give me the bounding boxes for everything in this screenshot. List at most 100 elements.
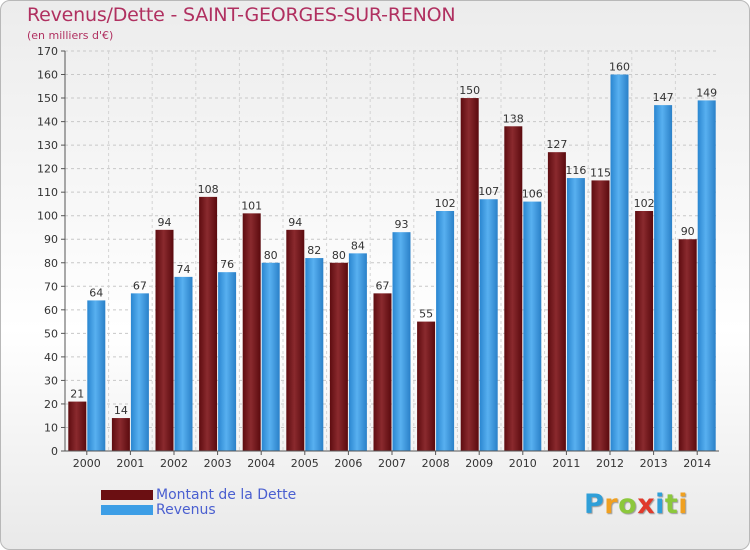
y-tick-label: 130 bbox=[37, 139, 58, 152]
y-tick-label: 40 bbox=[44, 351, 58, 364]
logo-letter: i bbox=[655, 489, 665, 520]
bar-revenus bbox=[305, 258, 324, 451]
data-labels: 21 64 14 67 94 74 108 76 101 80 94 82 80 84 67 93 55 102 1… bbox=[70, 61, 717, 418]
data-label-revenus: 84 bbox=[351, 239, 365, 252]
x-tick-label: 2012 bbox=[596, 457, 624, 470]
bar-revenus bbox=[610, 74, 629, 451]
bar-debt bbox=[286, 229, 305, 451]
bar-revenus bbox=[436, 211, 455, 451]
x-tick-label: 2005 bbox=[291, 457, 319, 470]
x-tick-label: 2011 bbox=[552, 457, 580, 470]
bar-revenus bbox=[130, 293, 149, 451]
data-label-debt: 80 bbox=[332, 249, 346, 262]
x-tick-label: 2013 bbox=[640, 457, 668, 470]
bar-debt bbox=[504, 126, 523, 451]
data-label-debt: 102 bbox=[634, 197, 655, 210]
x-tick-label: 2003 bbox=[204, 457, 232, 470]
x-axis: 2000 2001 2002 2003 2004 2005 2006 2007 2008 2009… bbox=[65, 450, 719, 470]
data-label-debt: 138 bbox=[503, 112, 524, 125]
y-tick-label: 30 bbox=[44, 374, 58, 387]
y-tick-label: 90 bbox=[44, 233, 58, 246]
data-label-debt: 14 bbox=[114, 404, 128, 417]
grid-lines bbox=[65, 50, 719, 452]
chart-title: Revenus/Dette - SAINT-GEORGES-SUR-RENON bbox=[27, 4, 456, 26]
x-tick-label: 2009 bbox=[465, 457, 493, 470]
y-tick-label: 50 bbox=[44, 327, 58, 340]
bar-debt bbox=[68, 401, 87, 451]
data-label-revenus: 67 bbox=[133, 279, 147, 292]
y-tick-label: 150 bbox=[37, 92, 58, 105]
bar-revenus bbox=[348, 253, 367, 451]
data-label-debt: 94 bbox=[158, 216, 172, 229]
bar-revenus bbox=[218, 272, 237, 451]
data-label-revenus: 74 bbox=[177, 263, 191, 276]
x-tick-label: 2000 bbox=[73, 457, 101, 470]
y-tick-label: 100 bbox=[37, 210, 58, 223]
data-label-revenus: 93 bbox=[395, 218, 409, 231]
bars bbox=[68, 74, 716, 452]
data-label-debt: 94 bbox=[288, 216, 302, 229]
data-label-revenus: 147 bbox=[653, 91, 674, 104]
bar-revenus bbox=[566, 178, 585, 451]
bar-debt bbox=[111, 418, 130, 451]
y-tick-label: 80 bbox=[44, 257, 58, 270]
y-tick-label: 0 bbox=[51, 445, 58, 458]
x-tick-label: 2014 bbox=[683, 457, 711, 470]
bar-debt bbox=[417, 321, 436, 451]
data-label-debt: 67 bbox=[376, 279, 390, 292]
bar-debt bbox=[155, 229, 174, 451]
x-tick-label: 2006 bbox=[334, 457, 362, 470]
bar-revenus bbox=[479, 199, 498, 451]
legend-swatch-revenus bbox=[101, 505, 153, 515]
bar-debt bbox=[242, 213, 261, 451]
logo-letter: x bbox=[637, 489, 656, 520]
data-label-revenus: 64 bbox=[89, 286, 103, 299]
bar-revenus bbox=[174, 276, 193, 451]
data-label-revenus: 149 bbox=[696, 86, 717, 99]
data-label-revenus: 107 bbox=[478, 185, 499, 198]
y-tick-label: 170 bbox=[37, 45, 58, 58]
logo-letter: o bbox=[618, 489, 638, 520]
bar-revenus bbox=[392, 232, 411, 451]
y-tick-label: 10 bbox=[44, 421, 58, 434]
x-tick-label: 2008 bbox=[422, 457, 450, 470]
y-axis: 0 10 20 30 40 50 60 70 80 90 100 110 120 130 140 150 160… bbox=[37, 45, 66, 458]
y-tick-label: 160 bbox=[37, 69, 58, 82]
bar-debt bbox=[591, 180, 610, 452]
bar-debt bbox=[373, 293, 392, 451]
data-label-revenus: 80 bbox=[264, 249, 278, 262]
x-tick-label: 2001 bbox=[116, 457, 144, 470]
bar-revenus bbox=[654, 105, 673, 451]
bar-debt bbox=[547, 152, 566, 452]
data-label-debt: 115 bbox=[590, 166, 611, 179]
logo-letter: P bbox=[584, 489, 605, 520]
y-tick-label: 20 bbox=[44, 398, 58, 411]
bar-revenus bbox=[523, 201, 542, 451]
logo-letter: i bbox=[678, 489, 689, 520]
bar-revenus bbox=[87, 300, 106, 451]
x-tick-label: 2010 bbox=[509, 457, 537, 470]
data-label-debt: 150 bbox=[459, 84, 480, 97]
legend-swatch-debt bbox=[101, 490, 153, 500]
bar-debt bbox=[199, 196, 218, 451]
data-label-debt: 127 bbox=[546, 138, 567, 151]
x-tick-label: 2004 bbox=[247, 457, 275, 470]
data-label-debt: 101 bbox=[241, 199, 262, 212]
x-tick-label: 2007 bbox=[378, 457, 406, 470]
data-label-revenus: 102 bbox=[435, 197, 456, 210]
bar-debt bbox=[678, 239, 697, 451]
logo-letter: t bbox=[664, 489, 679, 520]
y-tick-label: 120 bbox=[37, 163, 58, 176]
bar-debt bbox=[635, 211, 654, 451]
data-label-debt: 21 bbox=[70, 388, 84, 401]
proxiti-logo: Proxiti bbox=[584, 489, 688, 520]
data-label-revenus: 116 bbox=[565, 164, 586, 177]
bar-revenus bbox=[697, 100, 716, 451]
bar-revenus bbox=[261, 262, 280, 451]
data-label-revenus: 106 bbox=[522, 188, 543, 201]
data-label-debt: 55 bbox=[419, 308, 433, 321]
y-tick-label: 60 bbox=[44, 304, 58, 317]
bar-debt bbox=[329, 262, 348, 451]
y-tick-label: 70 bbox=[44, 280, 58, 293]
